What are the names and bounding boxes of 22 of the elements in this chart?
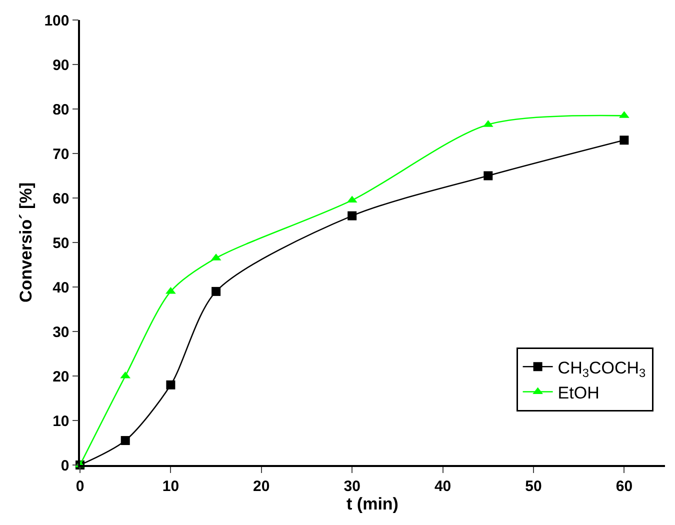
y-tick-label: 50 <box>52 234 70 252</box>
legend-label: CH$_{3}$COCH$_{3}$ <box>558 358 646 380</box>
x-tick-label: 10 <box>162 478 180 495</box>
y-tick-label: 70 <box>52 146 70 163</box>
x-tick-label: 30 <box>344 478 360 495</box>
y-tick-label: 40 <box>52 279 70 296</box>
x-tick-label: 20 <box>253 478 270 495</box>
y-tick-label: 80 <box>52 101 70 118</box>
x-tick-label: 40 <box>434 478 452 495</box>
x-axis-title: t (min) <box>346 494 398 514</box>
y-tick-label: 10 <box>52 412 70 430</box>
x-tick-label: 0 <box>76 478 84 495</box>
x-tick-label: 60 <box>616 478 633 495</box>
y-tick-label: 100 <box>44 12 70 30</box>
y-tick-label: 90 <box>52 56 70 74</box>
y-axis-title: Conversio´ [%] <box>16 182 36 302</box>
y-tick-label: 0 <box>60 457 70 474</box>
y-tick-label: 60 <box>52 190 70 208</box>
x-tick-label: 50 <box>525 478 542 495</box>
y-tick-label: 30 <box>52 324 70 341</box>
y-tick-label: 20 <box>52 368 70 386</box>
legend-label: EtOH <box>558 383 600 402</box>
